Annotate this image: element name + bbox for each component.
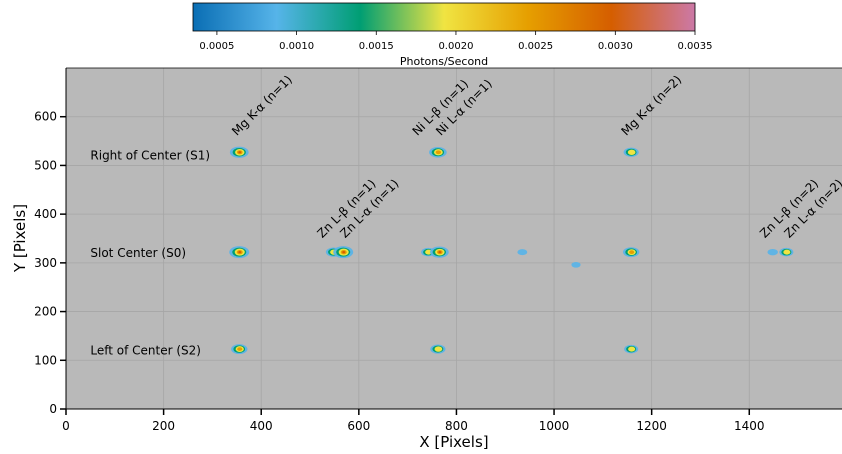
colorbar-tick-label: 0.0035 <box>678 41 713 52</box>
row-label: Slot Center (S0) <box>90 246 186 260</box>
y-tick-label: 0 <box>49 402 57 416</box>
x-tick-label: 1200 <box>636 419 667 433</box>
y-axis-ticks: 0 100 200 300 400 500 600 <box>34 110 66 416</box>
spot <box>231 344 248 355</box>
colorbar-tick-label: 0.0005 <box>199 41 234 52</box>
spot <box>333 246 354 259</box>
x-tick-label: 400 <box>250 419 273 433</box>
x-axis-label: X [Pixels] <box>419 433 488 451</box>
colorbar-tick-label: 0.0015 <box>359 41 394 52</box>
spot <box>571 261 581 268</box>
spot <box>624 344 639 354</box>
x-tick-label: 600 <box>347 419 370 433</box>
spot <box>430 344 446 354</box>
colorbar: 0.0005 0.0010 0.0015 0.0020 0.0025 0.0030 0.00… <box>192 2 713 68</box>
colorbar-label: Photons/Second <box>400 55 488 68</box>
plot-area: Right of Center (S1) Slot Center (S0) Left… <box>65 67 842 410</box>
spectral-spots <box>229 146 794 355</box>
spot <box>429 146 447 158</box>
spot <box>623 147 639 157</box>
spot <box>779 247 794 257</box>
x-tick-label: 0 <box>62 419 70 433</box>
colorbar-ticks: 0.0005 0.0010 0.0015 0.0020 0.0025 0.0030 0.00… <box>199 31 713 52</box>
x-tick-label: 200 <box>152 419 175 433</box>
row-labels: Right of Center (S1) Slot Center (S0) Left… <box>90 149 210 358</box>
spot <box>229 146 249 158</box>
y-axis-label: Y [Pixels] <box>11 204 29 273</box>
colorbar-tick-label: 0.0025 <box>518 41 553 52</box>
row-label: Right of Center (S1) <box>90 149 210 163</box>
row-label: Left of Center (S2) <box>90 344 201 358</box>
spot <box>429 246 449 258</box>
colorbar-tick-label: 0.0010 <box>279 41 314 52</box>
spot <box>229 246 250 259</box>
colorbar-tick-label: 0.0030 <box>598 41 633 52</box>
spot <box>767 248 778 256</box>
x-tick-label: 1000 <box>539 419 570 433</box>
y-tick-label: 500 <box>34 158 57 172</box>
plot-background <box>66 68 842 409</box>
y-tick-label: 400 <box>34 207 57 221</box>
y-tick-label: 600 <box>34 110 57 124</box>
colorbar-gradient <box>192 2 696 32</box>
y-tick-label: 100 <box>34 353 57 367</box>
x-axis-ticks: 0 200 400 600 800 1000 1200 1400 <box>62 409 765 433</box>
x-tick-label: 800 <box>445 419 468 433</box>
x-tick-label: 1400 <box>734 419 765 433</box>
spot <box>517 249 528 256</box>
spot <box>622 247 640 258</box>
colorbar-tick-label: 0.0020 <box>438 41 473 52</box>
y-tick-label: 200 <box>34 305 57 319</box>
y-tick-label: 300 <box>34 256 57 270</box>
